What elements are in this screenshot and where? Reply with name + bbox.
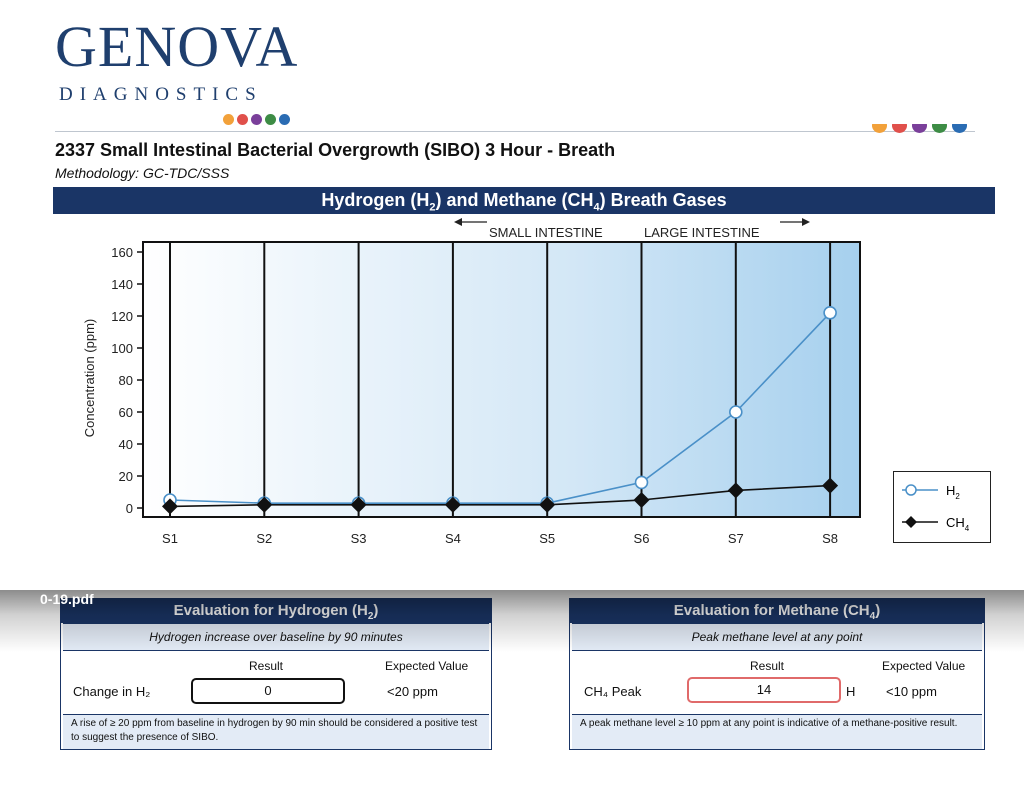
region-large-intestine: LARGE INTESTINE (644, 225, 760, 240)
change-in-h2-label: Change in H₂ (73, 684, 151, 699)
ch4-data-point (350, 496, 367, 513)
x-tick-label: S3 (351, 531, 367, 546)
legend-ch4-marker (905, 516, 917, 528)
logo-dot (251, 114, 262, 125)
ch4-data-point (822, 477, 839, 494)
logo-dot (265, 114, 276, 125)
methane-expected-value: <10 ppm (886, 684, 937, 699)
plot-background (143, 242, 860, 517)
expected-header: Expected Value (385, 659, 469, 673)
x-tick-label: S6 (634, 531, 650, 546)
header-dot (932, 124, 947, 133)
region-arrows: SMALL INTESTINE LARGE INTESTINE (454, 218, 810, 240)
hydrogen-panel-note: A rise of ≥ 20 ppm from baseline in hydr… (63, 714, 489, 749)
banner-sub: 4 (593, 201, 600, 214)
ch4-data-point (727, 482, 744, 499)
y-axis-label: Concentration (ppm) (82, 319, 97, 438)
x-tick-label: S4 (445, 531, 461, 546)
ch4-data-point (633, 492, 650, 508)
right-arrow-head (802, 218, 810, 226)
ch4-data-point (444, 496, 461, 513)
x-tick-label: S8 (822, 531, 838, 546)
y-tick-label: 80 (119, 373, 133, 388)
ch4-data-point (539, 496, 556, 513)
methane-result-box: 14 (687, 677, 841, 703)
logo-dot (237, 114, 248, 125)
genova-logo: GENOVA DIAGNOSTICS (55, 14, 315, 125)
header-divider (55, 131, 975, 132)
x-tick-label: S7 (728, 531, 744, 546)
result-header: Result (249, 659, 284, 673)
logo-dot (279, 114, 290, 125)
y-tick-label: 100 (111, 341, 133, 356)
test-title: 2337 Small Intestinal Bacterial Overgrow… (55, 140, 616, 160)
h2-data-point (728, 405, 743, 419)
header-dots (872, 124, 977, 140)
banner-sub: 2 (429, 201, 436, 214)
h2-data-point (823, 305, 837, 320)
y-tick-label: 140 (111, 277, 133, 292)
ch4-data-point (256, 496, 273, 513)
y-tick-label: 20 (119, 469, 133, 484)
methodology: Methodology: GC-TDC/SSS (55, 165, 230, 181)
methane-panel-note: A peak methane level ≥ 10 ppm at any poi… (572, 714, 982, 749)
chart-legend: H2 CH4 (893, 471, 991, 543)
methane-panel-body: Result Expected Value CH₄ Peak 14 H <10 … (570, 651, 984, 714)
header-dot (952, 124, 967, 133)
ch4-peak-label: CH₄ Peak (584, 684, 642, 699)
legend-graphic: H2 CH4 (902, 483, 970, 533)
pdf-filename[interactable]: 0-19.pdf (40, 591, 94, 607)
ch4-data-point (162, 498, 178, 515)
left-arrow-head (454, 218, 462, 226)
legend-h2-label: H2 (946, 483, 960, 501)
methane-panel-title: Evaluation for Methane (CH4) (570, 599, 984, 623)
y-tick-label: 60 (119, 405, 133, 420)
hydrogen-panel-subtitle: Hydrogen increase over baseline by 90 mi… (63, 623, 489, 651)
result-header: Result (750, 659, 785, 673)
hydrogen-evaluation-panel: Evaluation for Hydrogen (H2) Hydrogen in… (60, 598, 492, 750)
y-tick-label: 40 (119, 437, 133, 452)
series-line-h2 (169, 312, 831, 505)
legend-h2-marker (905, 484, 917, 496)
header-dot (872, 124, 887, 133)
high-flag: H (846, 684, 856, 699)
x-tick-label: S1 (162, 531, 178, 546)
legend-ch4-label: CH4 (946, 515, 970, 533)
banner-text: ) and Methane (CH (435, 190, 594, 210)
logo-dot (223, 114, 234, 125)
y-tick-label: 120 (111, 309, 133, 324)
x-tick-label: S5 (539, 531, 555, 546)
y-tick-label: 160 (111, 245, 133, 260)
expected-header: Expected Value (882, 659, 966, 673)
series-line-ch4 (169, 484, 831, 508)
region-small-intestine: SMALL INTESTINE (489, 225, 603, 240)
methane-panel-subtitle: Peak methane level at any point (572, 623, 982, 651)
x-tick-label: S2 (256, 531, 272, 546)
logo-wordmark: GENOVA (55, 14, 299, 79)
chart-banner: Hydrogen (H2) and Methane (CH4) Breath G… (53, 187, 995, 214)
breath-gas-chart: SMALL INTESTINE LARGE INTESTINE Concentr… (82, 218, 861, 546)
header-dot (892, 124, 907, 133)
logo-dots (223, 114, 290, 125)
hydrogen-panel-title: Evaluation for Hydrogen (H2) (61, 599, 491, 623)
hydrogen-panel-body: Result Expected Value Change in H₂ 0 <20… (61, 651, 491, 714)
hydrogen-expected-value: <20 ppm (387, 684, 438, 699)
hydrogen-result-box: 0 (191, 678, 345, 704)
logo-subtitle: DIAGNOSTICS (59, 84, 263, 105)
y-tick-label: 0 (126, 501, 133, 516)
banner-text: Hydrogen (H (321, 190, 430, 210)
methane-evaluation-panel: Evaluation for Methane (CH4) Peak methan… (569, 598, 985, 750)
banner-text: ) Breath Gases (599, 190, 727, 210)
header-dot (912, 124, 927, 133)
h2-data-point (634, 475, 649, 490)
